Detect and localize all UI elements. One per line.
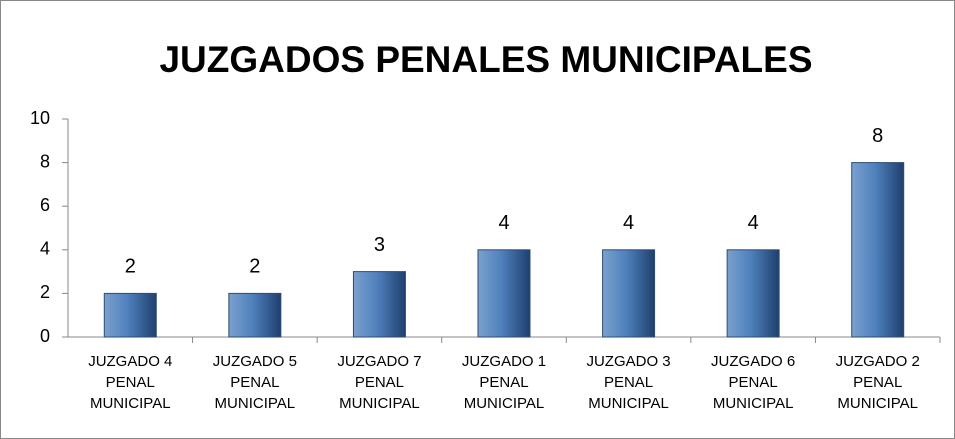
y-tick-label: 2	[40, 282, 50, 302]
y-tick-label: 4	[40, 239, 50, 259]
y-tick-label: 10	[30, 108, 50, 128]
x-tick-label: JUZGADO 4 PENAL MUNICIPAL	[88, 353, 173, 412]
value-label: 3	[374, 234, 385, 256]
value-label: 2	[125, 256, 136, 278]
value-label: 2	[249, 256, 260, 278]
value-label: 4	[748, 212, 759, 234]
bar	[228, 292, 282, 338]
bar	[477, 249, 531, 338]
y-tick-label: 0	[40, 326, 50, 346]
bar	[602, 249, 656, 338]
y-tick-label: 6	[40, 195, 50, 215]
x-tick-label: JUZGADO 5 PENAL MUNICIPAL	[212, 353, 297, 412]
x-tick-label: JUZGADO 3 PENAL MUNICIPAL	[586, 353, 671, 412]
bar	[103, 292, 157, 338]
bar	[851, 162, 905, 338]
x-tick-label: JUZGADO 7 PENAL MUNICIPAL	[337, 353, 422, 412]
x-tick-label: JUZGADO 1 PENAL MUNICIPAL	[461, 353, 547, 412]
chart-title: JUZGADOS PENALES MUNICIPALES	[159, 39, 812, 80]
bar	[726, 249, 780, 338]
value-label: 4	[498, 212, 509, 234]
bar	[352, 271, 406, 338]
value-label: 4	[623, 212, 634, 234]
value-label: 8	[872, 125, 883, 147]
x-tick-label: JUZGADO 2 PENAL MUNICIPAL	[835, 353, 920, 412]
y-tick-label: 8	[40, 151, 50, 171]
x-tick-label: JUZGADO 6 PENAL MUNICIPAL	[711, 353, 796, 412]
